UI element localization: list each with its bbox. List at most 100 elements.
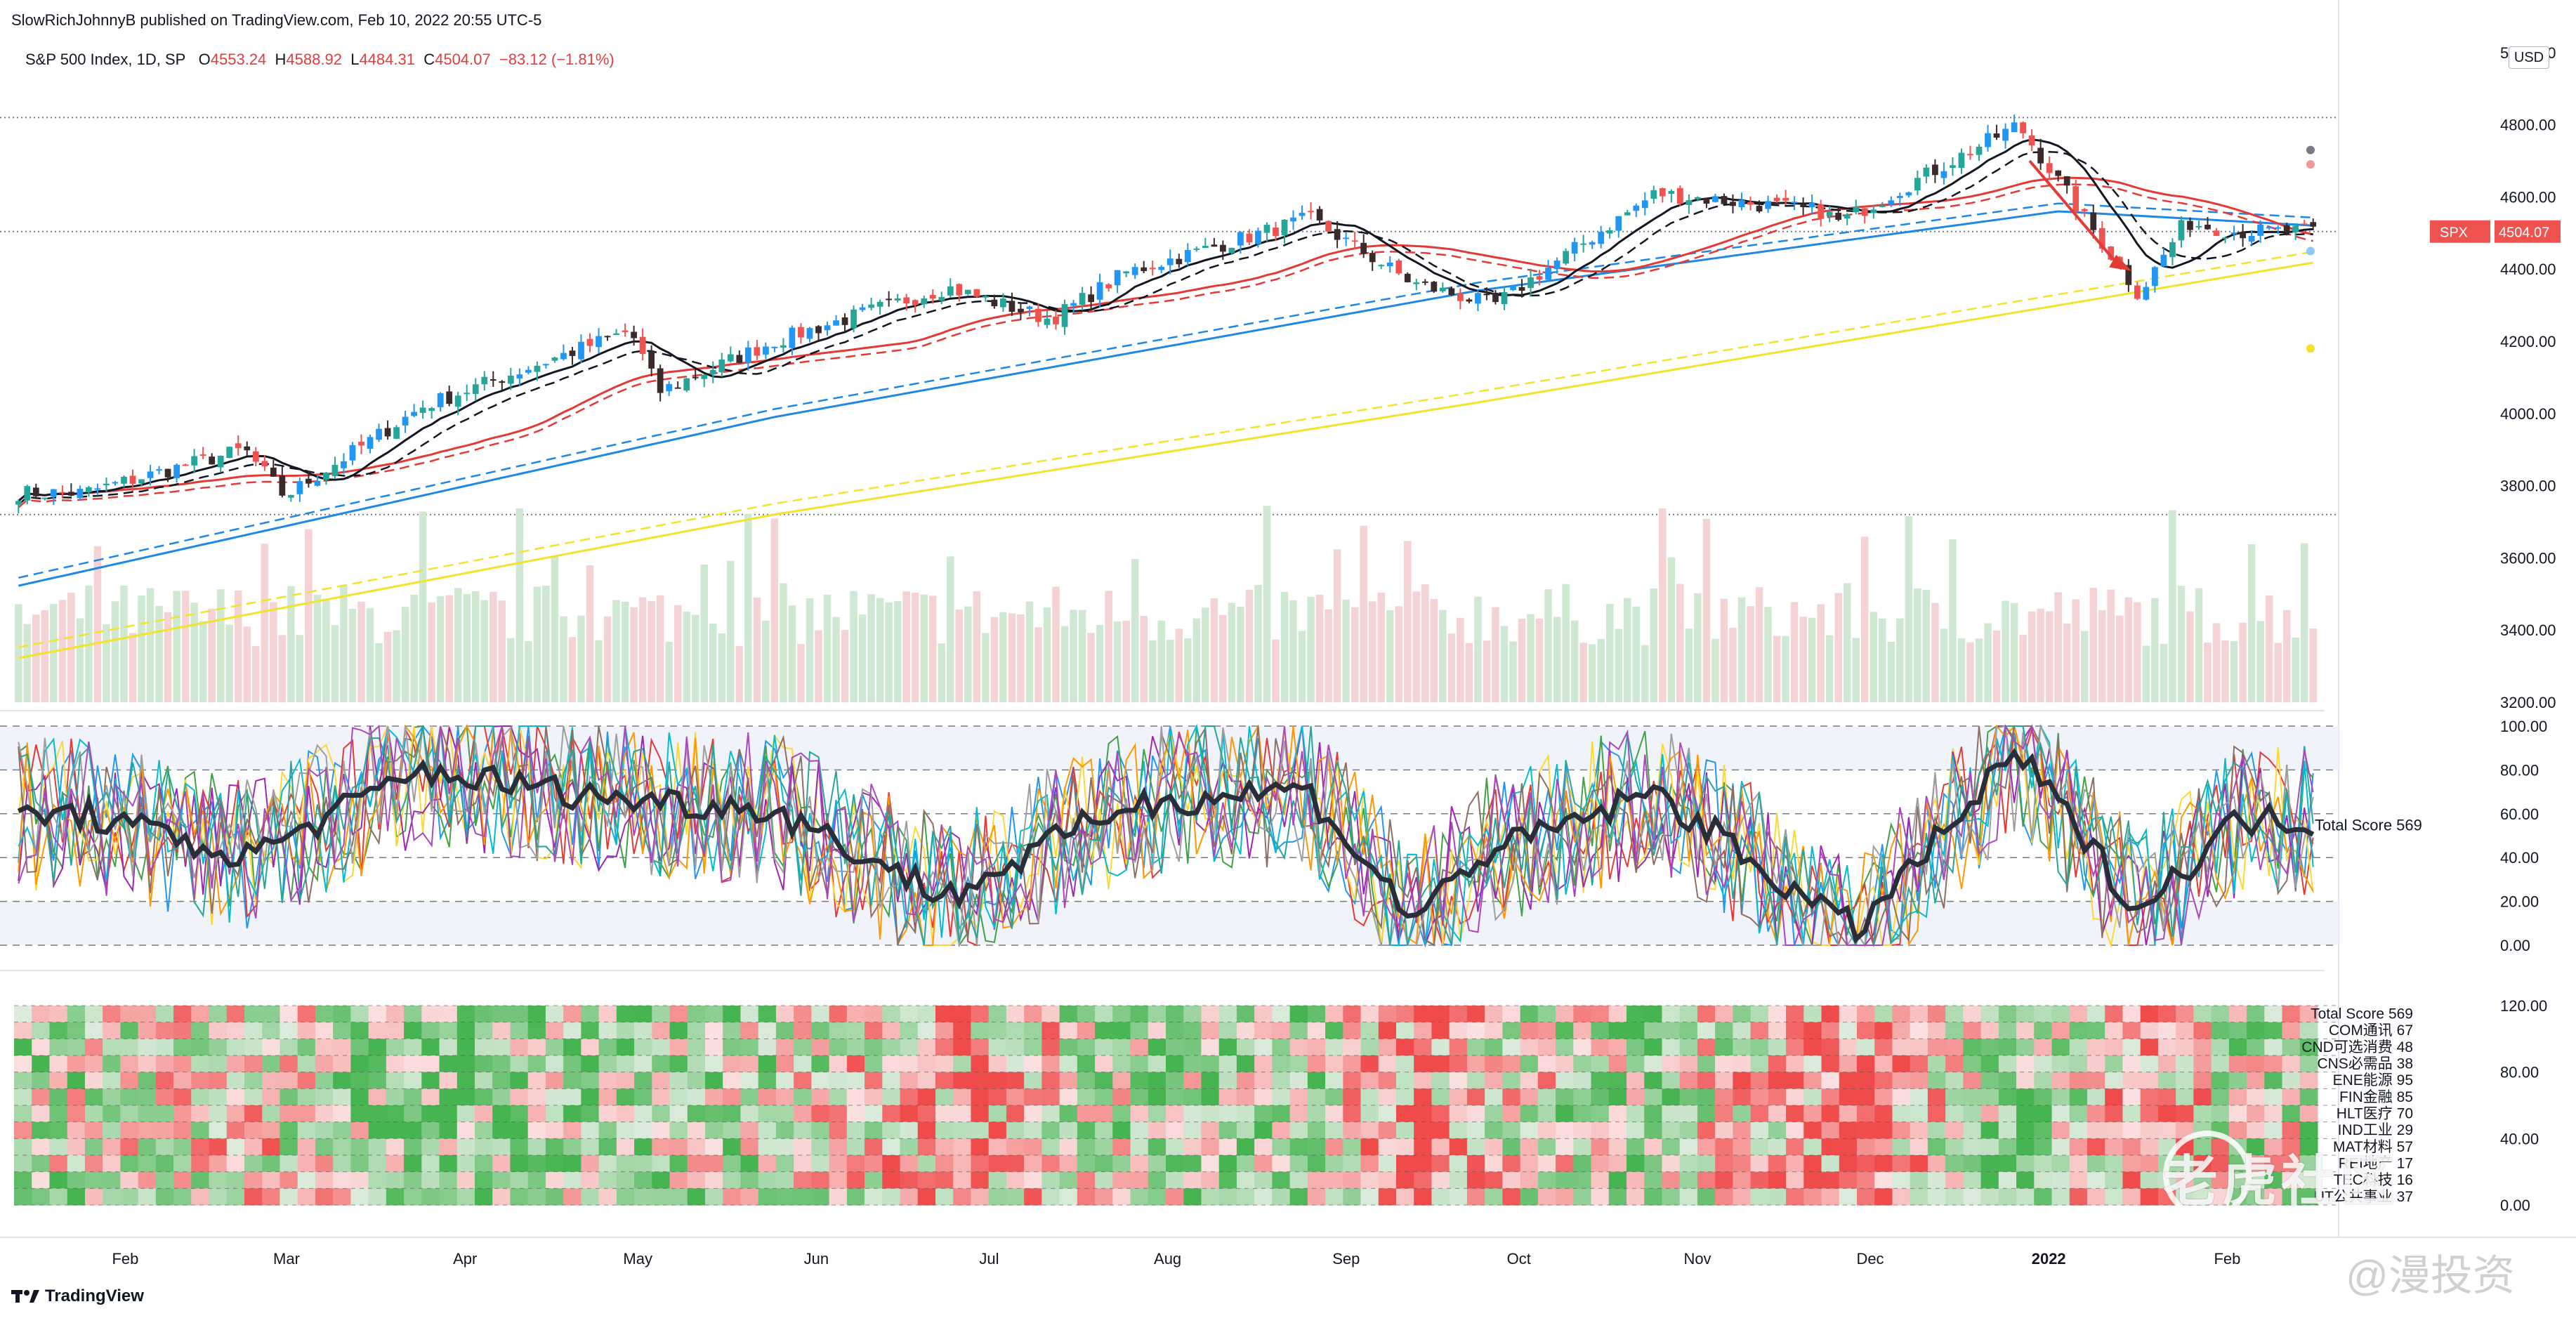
- heatmap-cell: [988, 1055, 1007, 1073]
- candle-body: [1475, 293, 1481, 304]
- heatmap-cell: [669, 1088, 688, 1106]
- heatmap-cell: [2016, 1188, 2035, 1206]
- heatmap-cell: [475, 1105, 493, 1123]
- heatmap-cell: [2282, 1171, 2301, 1189]
- heatmap-cell: [988, 1088, 1007, 1106]
- candle-body: [261, 461, 268, 467]
- heatmap-cell: [103, 1105, 121, 1123]
- heatmap-cell: [971, 1171, 990, 1189]
- heatmap-cell: [740, 1022, 759, 1039]
- volume-bar: [533, 586, 541, 702]
- heatmap-cell: [1431, 1188, 1450, 1206]
- volume-bar: [1922, 589, 1931, 702]
- heatmap-cell: [740, 1121, 759, 1139]
- heatmap-cell: [84, 1055, 103, 1073]
- heatmap-cell: [138, 1072, 157, 1089]
- heatmap-cell: [209, 1006, 228, 1023]
- heatmap-tick-label: 80.00: [2500, 1064, 2539, 1081]
- heatmap-cell: [14, 1072, 32, 1089]
- heatmap-cell: [1431, 1039, 1450, 1056]
- heatmap-cell: [2122, 1006, 2141, 1023]
- heatmap-cell: [545, 1138, 564, 1156]
- volume-bar: [1325, 609, 1332, 702]
- heatmap-cell: [1874, 1039, 1893, 1056]
- heatmap-cell: [297, 1072, 316, 1089]
- heatmap-cell: [1414, 1055, 1432, 1073]
- heatmap-cell: [2211, 1072, 2230, 1089]
- heatmap-cell: [1537, 1171, 1556, 1189]
- heatmap-cell: [1378, 1171, 1397, 1189]
- currency-button[interactable]: USD: [2509, 46, 2549, 69]
- heatmap-cell: [1485, 1121, 1503, 1139]
- heatmap-cell: [2211, 1022, 2230, 1039]
- heatmap-cell: [1679, 1138, 1698, 1156]
- heatmap-cell: [2282, 1022, 2301, 1039]
- candle-body: [1695, 197, 1701, 199]
- heatmap-cell: [1325, 1055, 1343, 1073]
- heatmap-cell: [1821, 1072, 1840, 1089]
- heatmap-cell: [882, 1055, 901, 1073]
- volume-bar: [1641, 645, 1649, 702]
- heatmap-cell: [1733, 1188, 1752, 1206]
- heatmap-cell: [209, 1072, 228, 1089]
- candle-body: [2310, 222, 2317, 227]
- heatmap-cell: [705, 1088, 723, 1106]
- heatmap-cell: [1662, 1155, 1681, 1173]
- heatmap-cell: [297, 1006, 316, 1023]
- heatmap-cell: [1945, 1039, 1964, 1056]
- heatmap-cell: [492, 1121, 511, 1139]
- heatmap-cell: [1148, 1022, 1167, 1039]
- heatmap-cell: [652, 1105, 671, 1123]
- heatmap-cell: [2087, 1188, 2105, 1206]
- heatmap-cell: [333, 1138, 351, 1156]
- heatmap-cell: [1396, 1006, 1414, 1023]
- heatmap-cell: [1289, 1088, 1308, 1106]
- heatmap-cell: [244, 1171, 263, 1189]
- heatmap-cell: [1821, 1022, 1840, 1039]
- volume-bar: [1148, 640, 1157, 702]
- heatmap-cell: [598, 1072, 617, 1089]
- heatmap-cell: [333, 1105, 351, 1123]
- volume-bar: [735, 645, 744, 702]
- heatmap-cell: [1627, 1088, 1645, 1106]
- volume-bar: [1755, 587, 1763, 702]
- heatmap-cell: [1874, 1055, 1893, 1073]
- heatmap-cell: [563, 1188, 581, 1206]
- watermark-icon: [2163, 1131, 2252, 1219]
- heatmap-cell: [155, 1055, 174, 1073]
- heatmap-cell: [2228, 1006, 2247, 1023]
- candle-body: [657, 368, 664, 393]
- volume-bar: [331, 625, 339, 702]
- heatmap-cell: [67, 1121, 86, 1139]
- heatmap-cell: [244, 1121, 263, 1139]
- ma-50-line: [18, 176, 2314, 502]
- heatmap-cell: [1998, 1155, 2017, 1173]
- heatmap-cell: [1218, 1055, 1237, 1073]
- heatmap-cell: [1768, 1155, 1787, 1173]
- candle-body: [876, 301, 883, 307]
- candle-body: [1598, 232, 1605, 244]
- heatmap-cell: [1662, 1039, 1681, 1056]
- heatmap-cell: [988, 1138, 1007, 1156]
- heatmap-cell: [1502, 1188, 1521, 1206]
- candle-body: [1923, 167, 1930, 177]
- heatmap-cell: [1077, 1022, 1096, 1039]
- heatmap-cell: [2299, 1072, 2318, 1089]
- heatmap-cell: [1130, 1138, 1149, 1156]
- heatmap-cell: [2122, 1188, 2141, 1206]
- heatmap-cell: [829, 1121, 848, 1139]
- heatmap-cell: [1360, 1055, 1379, 1073]
- heatmap-cell: [155, 1155, 174, 1173]
- heatmap-cell: [475, 1121, 493, 1139]
- tradingview-logo[interactable]: TradingView: [11, 1286, 144, 1306]
- heatmap-cell: [1733, 1088, 1752, 1106]
- heatmap-cell: [2122, 1138, 2141, 1156]
- heatmap-cell: [1786, 1105, 1804, 1123]
- time-tick-label: Dec: [1856, 1250, 1884, 1268]
- heatmap-cell: [1166, 1138, 1184, 1156]
- candle-body: [754, 347, 761, 356]
- heatmap-cell: [1095, 1121, 1113, 1139]
- candle-body: [1888, 200, 1895, 204]
- candle-body: [279, 475, 286, 496]
